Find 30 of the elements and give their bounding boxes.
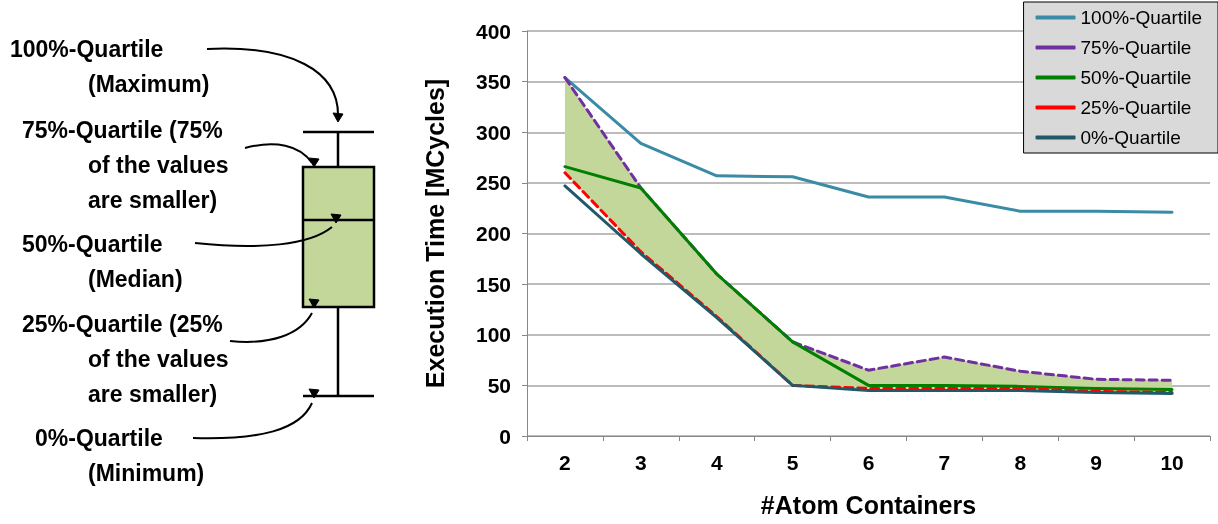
text: 75%-Quartile (75% of the values are smaller) bbox=[22, 116, 229, 215]
x-tick-label: 4 bbox=[710, 451, 723, 474]
x-tick-label: 9 bbox=[1090, 451, 1103, 474]
text: 50%-Quartile (Median) bbox=[22, 230, 183, 294]
y-tick-label: 50 bbox=[487, 373, 511, 397]
text: 0%-Quartile (Minimum) bbox=[35, 424, 205, 488]
y-tick-label: 100 bbox=[475, 323, 511, 347]
x-tick-label: 8 bbox=[1014, 451, 1027, 474]
text: 25%-Quartile (25% of the values are smaller) bbox=[22, 310, 229, 409]
legend-label: 25%-Quartile bbox=[1080, 97, 1192, 118]
legend-label: 50%-Quartile bbox=[1080, 67, 1192, 88]
y-tick-label: 150 bbox=[475, 272, 511, 296]
x-tick-label: 6 bbox=[862, 451, 875, 474]
text: 100%-Quartile (Maximum) bbox=[10, 35, 210, 99]
y-tick-label: 250 bbox=[475, 171, 511, 195]
y-tick-label: 350 bbox=[475, 70, 511, 94]
x-tick-label: 7 bbox=[938, 451, 951, 474]
x-tick-label: 2 bbox=[559, 451, 571, 474]
legend-label: 100%-Quartile bbox=[1080, 7, 1202, 28]
x-tick-label: 3 bbox=[634, 451, 647, 474]
x-axis-title: #Atom Containers bbox=[760, 490, 977, 519]
y-tick-label: 400 bbox=[475, 19, 511, 43]
y-tick-label: 300 bbox=[475, 120, 511, 144]
y-tick-label: 0 bbox=[499, 424, 511, 448]
legend-label: 75%-Quartile bbox=[1080, 37, 1192, 58]
y-axis-title: Execution Time [MCycles] bbox=[420, 78, 449, 389]
x-tick-label: 5 bbox=[786, 451, 799, 474]
x-tick-label: 10 bbox=[1160, 451, 1184, 474]
legend-label: 0%-Quartile bbox=[1080, 127, 1181, 148]
y-tick-label: 200 bbox=[475, 222, 511, 245]
